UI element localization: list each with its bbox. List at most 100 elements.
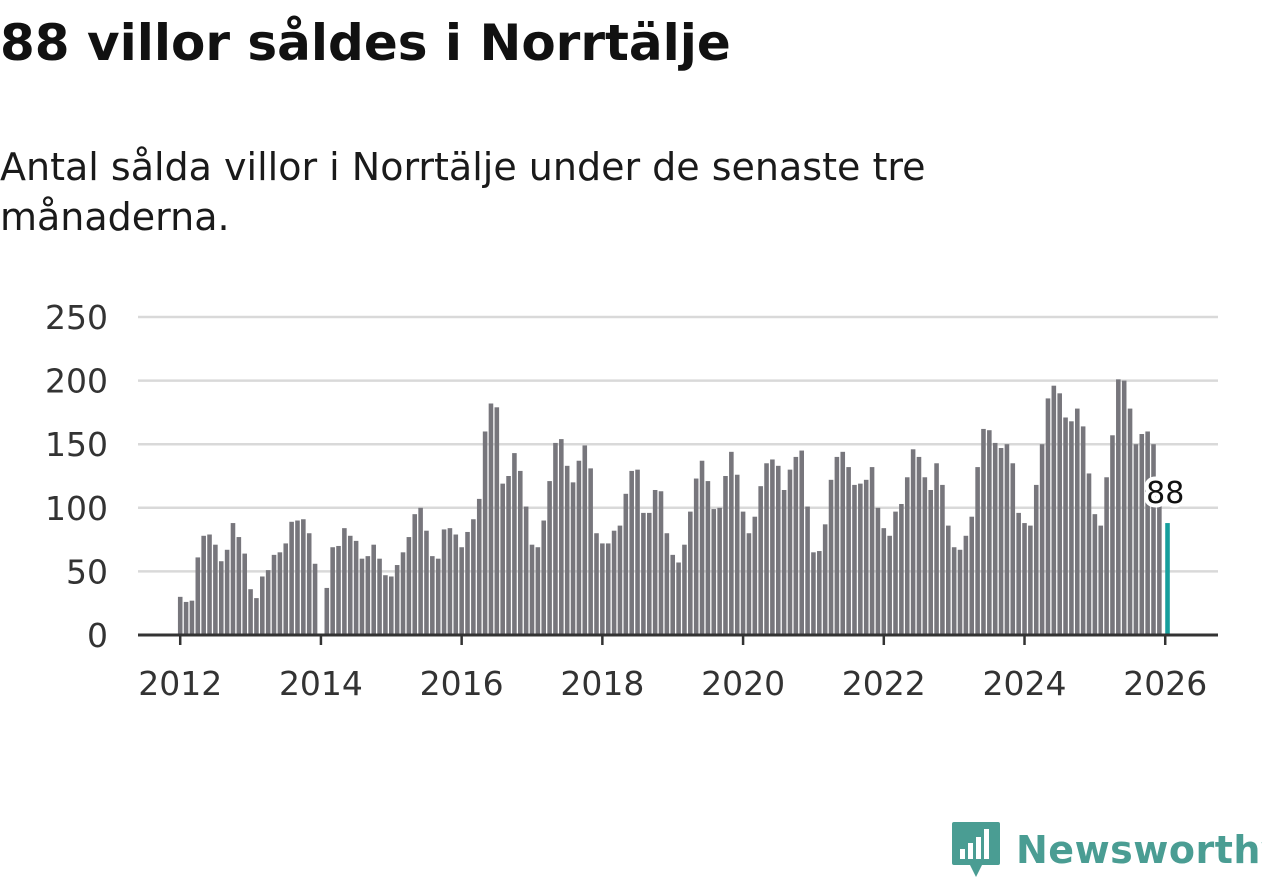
x-tick-label: 2022 xyxy=(842,664,926,703)
bar xyxy=(1022,523,1027,635)
bar xyxy=(517,470,523,635)
bar xyxy=(729,451,734,635)
bar xyxy=(711,509,717,635)
bar xyxy=(582,445,588,635)
bar xyxy=(336,545,341,635)
bar xyxy=(787,469,793,635)
x-tick-label: 2026 xyxy=(1123,664,1207,703)
bar xyxy=(494,407,500,635)
bar xyxy=(564,465,570,635)
bar xyxy=(506,476,511,635)
bar xyxy=(1045,398,1051,635)
bar xyxy=(213,544,218,635)
bar xyxy=(1110,435,1115,635)
bar xyxy=(218,561,224,635)
bar xyxy=(236,537,242,635)
bar xyxy=(330,547,335,635)
x-tick-label: 2020 xyxy=(701,664,785,703)
bar xyxy=(441,529,447,635)
bar xyxy=(1151,444,1156,635)
bar xyxy=(981,428,986,635)
bar xyxy=(1028,525,1033,635)
bar xyxy=(371,544,376,635)
bar xyxy=(195,557,201,635)
bar xyxy=(693,478,699,635)
bar xyxy=(189,600,195,635)
bar xyxy=(265,570,271,635)
bar xyxy=(459,547,464,635)
bar xyxy=(922,477,928,635)
bar xyxy=(846,467,851,635)
bar xyxy=(723,476,728,635)
bar xyxy=(705,481,711,635)
bar xyxy=(400,552,406,635)
bar xyxy=(1145,431,1150,635)
y-tick-label: 0 xyxy=(87,616,108,655)
bar xyxy=(347,535,353,635)
y-tick-label: 250 xyxy=(45,298,108,337)
bar-latest xyxy=(1165,523,1170,635)
bar xyxy=(482,431,488,635)
bar xyxy=(389,576,394,635)
bar xyxy=(1080,426,1086,635)
bar xyxy=(1133,444,1139,635)
bar xyxy=(840,451,846,635)
y-tick-label: 50 xyxy=(66,552,108,591)
bar xyxy=(1139,434,1145,635)
bar xyxy=(1127,408,1133,635)
bar xyxy=(998,448,1004,635)
latest-value-label: 88 xyxy=(1146,476,1184,511)
bar xyxy=(646,512,652,635)
bar xyxy=(658,491,664,635)
bar xyxy=(828,479,834,635)
x-tick-label: 2012 xyxy=(138,664,222,703)
bar xyxy=(488,403,494,635)
bar xyxy=(899,503,904,635)
bar xyxy=(1033,484,1039,635)
bar xyxy=(553,442,558,635)
bar xyxy=(547,481,552,635)
bar xyxy=(1057,393,1062,635)
bar xyxy=(822,524,828,635)
bar xyxy=(629,470,634,635)
bar xyxy=(688,511,693,635)
bar xyxy=(682,544,687,635)
bar xyxy=(1010,463,1016,635)
bar xyxy=(881,528,887,635)
bar xyxy=(224,549,230,635)
bar xyxy=(635,469,640,635)
bar xyxy=(476,498,482,635)
bar xyxy=(934,463,939,635)
bar xyxy=(230,523,236,635)
newsworthy-logo: Newsworthy xyxy=(950,818,1262,882)
bar xyxy=(863,479,869,635)
bar xyxy=(758,486,763,635)
bar xyxy=(676,562,681,635)
bar xyxy=(740,511,746,635)
bar xyxy=(852,484,857,635)
bar xyxy=(242,553,247,635)
bar xyxy=(652,489,658,635)
bar xyxy=(957,549,963,635)
bar xyxy=(969,516,975,635)
chart-subtitle: Antal sålda villor i Norrtälje under de … xyxy=(0,145,926,239)
bar xyxy=(1069,421,1074,635)
bar xyxy=(781,489,787,635)
bar xyxy=(412,514,418,635)
bar xyxy=(916,456,922,635)
bar xyxy=(365,556,371,635)
bar xyxy=(1004,444,1010,635)
bar xyxy=(570,482,576,635)
bar xyxy=(471,519,476,635)
bar xyxy=(940,484,945,635)
bar xyxy=(600,543,605,635)
bar xyxy=(605,543,611,635)
bar xyxy=(342,528,347,635)
bar xyxy=(512,453,517,635)
bar xyxy=(1051,385,1057,635)
bar xyxy=(424,530,429,635)
bar xyxy=(834,456,840,635)
y-tick-label: 100 xyxy=(45,489,108,528)
bar xyxy=(811,552,816,635)
bar xyxy=(928,489,933,635)
